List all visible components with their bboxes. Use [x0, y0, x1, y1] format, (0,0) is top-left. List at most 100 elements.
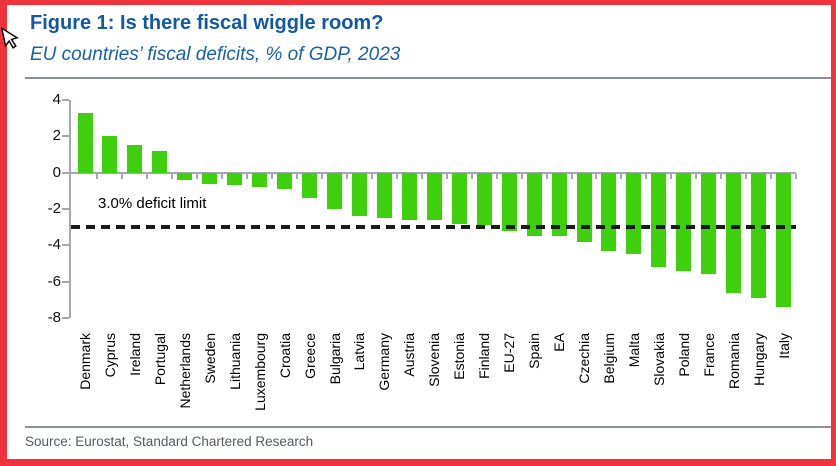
x-axis-label: Netherlands: [176, 333, 193, 409]
bar-denmark: [77, 112, 93, 173]
x-axis-label: Cyprus: [101, 333, 118, 378]
x-axis-tick: [395, 173, 398, 179]
y-axis-tick: [62, 317, 69, 319]
x-axis-label: Belgium: [600, 333, 617, 384]
bar-germany: [376, 172, 392, 219]
x-axis-label: Italy: [775, 333, 792, 359]
bar-spain: [526, 172, 542, 237]
x-axis-tick: [745, 173, 748, 179]
y-axis-tick-label: -2: [47, 200, 61, 217]
mouse-cursor-icon: [1, 26, 19, 49]
x-axis-tick: [570, 173, 573, 179]
source-note: Source: Eurostat, Standard Chartered Res…: [25, 434, 314, 449]
y-axis-tick: [62, 171, 69, 174]
x-axis-tick: [545, 173, 548, 179]
bar-bulgaria: [327, 172, 342, 209]
bar-austria: [401, 172, 417, 220]
x-axis-label: Greece: [301, 333, 318, 379]
x-axis-tick: [96, 173, 99, 179]
x-axis-label: Sweden: [201, 333, 218, 384]
y-axis-tick-label: -6: [47, 272, 61, 290]
bar-ea: [551, 172, 567, 237]
x-axis-tick: [321, 173, 324, 179]
deficit-limit-dashed-line: [71, 225, 796, 230]
x-axis-tick: [246, 173, 249, 179]
x-axis-label: Lithuania: [226, 333, 243, 390]
x-axis-tick: [196, 173, 199, 179]
x-axis-label: Spain: [526, 333, 543, 369]
deficit-limit-label: 3.0% deficit limit: [98, 195, 207, 212]
bar-slovenia: [426, 172, 442, 220]
x-axis-label: Croatia: [276, 333, 293, 379]
header-divider: [25, 77, 831, 79]
bar-luxembourg: [252, 172, 268, 188]
x-axis-tick: [670, 173, 673, 179]
figure-subtitle: EU countries’ fiscal deficits, % of GDP,…: [30, 44, 401, 65]
x-axis-label: EU-27: [501, 333, 518, 373]
x-axis-tick: [345, 173, 348, 179]
x-axis-tick: [795, 173, 798, 179]
x-axis-tick: [221, 173, 224, 179]
bar-croatia: [277, 172, 293, 189]
bar-lithuania: [227, 172, 243, 186]
x-axis-tick: [171, 173, 174, 179]
x-axis-label: Germany: [376, 333, 393, 391]
bar-czechia: [576, 172, 592, 242]
bar-latvia: [351, 172, 367, 217]
x-axis-tick: [370, 173, 373, 179]
y-axis-line: [69, 100, 71, 318]
bar-belgium: [601, 172, 617, 251]
y-axis-tick: [62, 99, 69, 101]
x-axis-tick: [296, 173, 299, 179]
bar-hungary: [751, 172, 767, 298]
figure-title: Figure 1: Is there fiscal wiggle room?: [30, 12, 384, 34]
x-axis-label: France: [700, 333, 717, 377]
x-axis-label: Czechia: [576, 333, 592, 384]
y-axis-tick-label: 4: [52, 91, 61, 108]
x-axis-label: Slovakia: [650, 333, 667, 386]
x-axis-label: Denmark: [77, 333, 93, 390]
bar-malta: [626, 172, 642, 255]
x-axis-label: Finland: [476, 333, 493, 379]
x-axis-tick: [121, 173, 124, 179]
x-axis-tick: [445, 173, 448, 179]
bar-estonia: [451, 172, 467, 224]
bar-eu-27: [501, 172, 517, 231]
x-axis-label: Romania: [725, 333, 742, 390]
source-divider: [25, 426, 831, 428]
y-axis-tick: [62, 244, 69, 247]
x-axis-tick: [645, 173, 648, 179]
bar-sweden: [202, 172, 218, 184]
x-axis-tick: [695, 173, 698, 179]
x-axis-tick: [470, 173, 473, 179]
x-axis-label: Portugal: [151, 333, 168, 386]
y-axis-tick: [62, 208, 69, 210]
y-axis-tick: [62, 280, 69, 283]
x-axis-tick: [271, 173, 274, 179]
bar-portugal: [152, 150, 168, 173]
bar-cyprus: [102, 136, 118, 173]
x-axis-label: EA: [551, 333, 568, 352]
bar-poland: [676, 172, 692, 271]
y-axis-tick-label: 0: [52, 163, 61, 181]
y-axis-tick-label: -8: [47, 309, 61, 326]
x-axis-tick: [520, 173, 523, 179]
x-axis-label: Slovenia: [426, 333, 443, 387]
y-axis-tick-label: -4: [47, 236, 61, 254]
x-axis-label: Latvia: [351, 333, 368, 371]
y-axis-tick-label: 2: [52, 127, 61, 145]
x-axis-label: Malta: [625, 333, 642, 368]
bar-italy: [776, 172, 792, 308]
x-axis-label: Austria: [401, 333, 418, 377]
bar-france: [701, 172, 717, 275]
x-axis-label: Luxembourg: [251, 333, 268, 411]
bar-slovakia: [651, 172, 667, 268]
bar-ireland: [127, 145, 143, 173]
x-axis-tick: [620, 173, 623, 179]
bar-netherlands: [177, 172, 193, 180]
bar-romania: [726, 172, 742, 293]
x-axis-label: Poland: [675, 333, 692, 377]
x-axis-label: Hungary: [750, 333, 767, 386]
x-axis-label: Ireland: [126, 333, 143, 376]
x-axis-tick: [495, 173, 498, 179]
